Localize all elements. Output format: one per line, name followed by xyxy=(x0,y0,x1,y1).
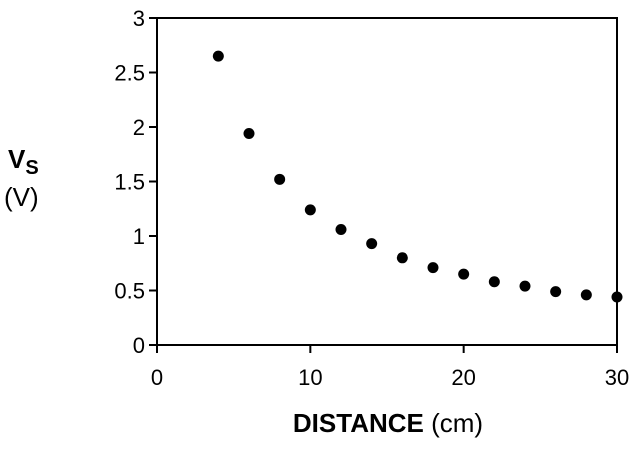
data-point xyxy=(519,280,531,292)
y-tick-label: 1.5 xyxy=(114,170,145,195)
y-tick-label: 2 xyxy=(133,115,145,140)
y-tick-label: 2.5 xyxy=(114,61,145,86)
x-tick-label: 0 xyxy=(151,365,163,390)
data-point xyxy=(304,204,316,216)
data-point xyxy=(212,50,224,62)
x-axis-title-main: DISTANCE xyxy=(293,408,424,438)
x-tick-label: 20 xyxy=(451,365,475,390)
y-tick-label: 3 xyxy=(133,6,145,31)
y-axis-title-subscript: S xyxy=(25,157,38,179)
data-point xyxy=(366,238,378,250)
data-point xyxy=(611,291,623,303)
data-point xyxy=(274,173,286,185)
data-point xyxy=(458,268,470,280)
y-tick-label: 0 xyxy=(133,333,145,358)
y-axis-ticks: 0 0.5 1 1.5 2 2.5 3 xyxy=(114,6,157,358)
axes-frame xyxy=(156,17,618,346)
x-axis-ticks: 0 10 20 30 xyxy=(151,345,629,390)
x-axis-title: DISTANCE (cm) xyxy=(293,408,483,438)
data-point xyxy=(550,286,562,298)
x-axis-title-unit: (cm) xyxy=(431,408,483,438)
y-tick-label: 0.5 xyxy=(114,279,145,304)
y-axis-unit: (V) xyxy=(4,182,39,212)
y-tick-label: 1 xyxy=(133,224,145,249)
data-point xyxy=(396,252,408,264)
y-axis-title: VS xyxy=(8,144,39,179)
x-axis-title-space xyxy=(424,408,431,438)
plot-frame xyxy=(156,17,618,346)
data-point xyxy=(243,128,255,140)
x-tick-label: 10 xyxy=(298,365,322,390)
y-axis-title-main: V xyxy=(8,144,26,174)
data-point xyxy=(427,262,439,274)
x-tick-label: 30 xyxy=(605,365,629,390)
data-point xyxy=(580,289,592,301)
data-points xyxy=(212,50,623,303)
data-point xyxy=(488,276,500,288)
data-point xyxy=(335,223,347,235)
